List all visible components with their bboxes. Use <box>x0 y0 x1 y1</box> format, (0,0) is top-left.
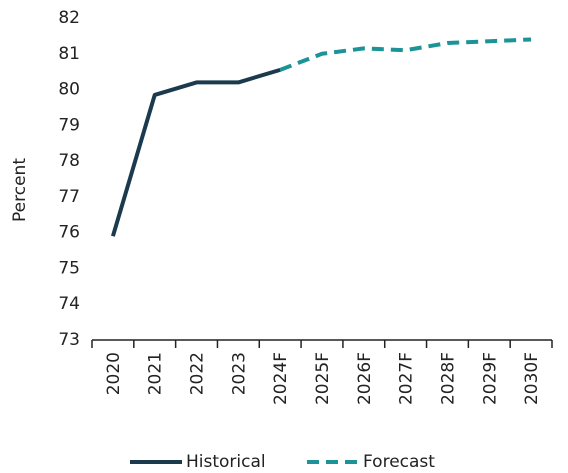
series-line <box>279 37 532 72</box>
y-tick-label: 79 <box>58 115 80 135</box>
x-tick-label: 2020 <box>104 352 124 395</box>
y-tick-label: 77 <box>58 187 80 207</box>
legend-label: Historical <box>186 452 266 472</box>
x-tick-label: 2024F <box>271 352 291 405</box>
y-tick-label: 80 <box>58 80 80 100</box>
y-tick-label: 74 <box>58 294 80 314</box>
y-tick-label: 73 <box>58 330 80 350</box>
x-tick-label: 2027F <box>397 352 417 405</box>
x-tick-label: 2029F <box>480 352 500 405</box>
x-tick-label: 2023 <box>229 352 249 395</box>
x-tick-label: 2028F <box>438 352 458 405</box>
legend-label: Forecast <box>363 452 435 472</box>
series-line <box>110 67 281 237</box>
x-tick-label: 2022 <box>188 352 208 395</box>
x-tick-label: 2030F <box>522 352 542 405</box>
x-tick-label: 2021 <box>146 352 166 395</box>
y-axis-label: Percent <box>10 158 30 222</box>
y-tick-label: 75 <box>58 258 80 278</box>
y-tick-label: 78 <box>58 151 80 171</box>
x-tick-label: 2025F <box>313 352 333 405</box>
y-tick-label: 82 <box>58 8 80 28</box>
x-tick-label: 2026F <box>355 352 375 405</box>
y-tick-label: 81 <box>58 44 80 64</box>
y-tick-label: 76 <box>58 223 80 243</box>
